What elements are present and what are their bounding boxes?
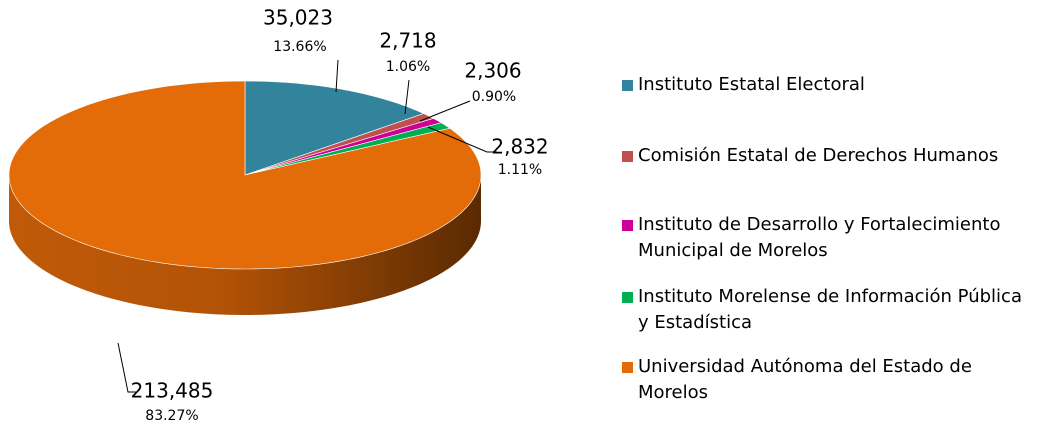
legend-label: Universidad Autónoma del Estado de Morel… [638,356,972,403]
legend-item: Instituto Estatal Electoral [622,72,1032,98]
legend-item: Comisión Estatal de Derechos Humanos [622,143,1032,169]
legend-item: Instituto de Desarrollo y Fortalecimient… [622,212,1032,264]
pie-area: 35,023 13.66% 2,718 1.06% 2,306 0.90% 2,832 1.1… [8,6,549,424]
value-label: 213,485 [131,379,214,403]
percent-label: 13.66% [273,39,326,55]
value-label: 2,306 [464,59,521,83]
legend-label: Instituto Morelense de Información Públi… [638,286,1022,333]
leader-line [404,79,410,115]
percent-label: 83.27% [145,408,198,424]
leader-line [419,100,471,122]
leader-line [335,59,339,93]
legend-label: Instituto de Desarrollo y Fortalecimient… [638,214,1001,261]
percent-label: 1.06% [386,59,430,75]
slice [244,80,425,176]
legend-swatch [622,80,633,91]
slice [8,80,482,270]
value-label: 2,832 [491,135,548,159]
legend-swatch [622,362,633,373]
value-label: 2,718 [379,29,436,53]
value-label: 35,023 [263,6,333,30]
legend-swatch [622,151,633,162]
slice-side [9,175,481,315]
legend-label: Comisión Estatal de Derechos Humanos [638,145,999,166]
leader-line [427,126,497,153]
legend-item: Universidad Autónoma del Estado de Morel… [622,354,1032,406]
legend-label: Instituto Estatal Electoral [638,74,865,95]
legend-swatch [622,292,633,303]
legend-swatch [622,220,633,231]
percent-label: 0.90% [472,89,516,105]
legend-item: Instituto Morelense de Información Públi… [622,284,1032,336]
leader-line [117,342,136,393]
percent-label: 1.11% [498,162,542,178]
